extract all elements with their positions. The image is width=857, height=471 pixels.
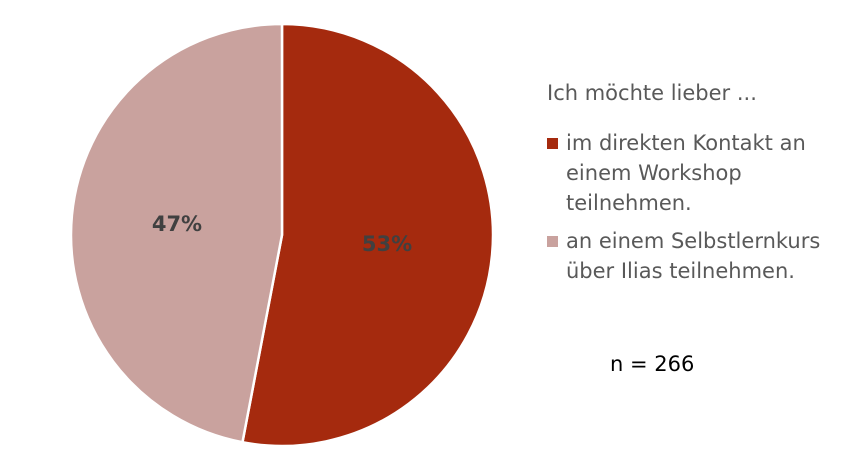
- legend-title: Ich möchte lieber ...: [547, 81, 757, 105]
- data-label: 53%: [362, 232, 412, 256]
- legend-label: an einem Selbstlernkurs über Ilias teiln…: [566, 229, 821, 283]
- legend: Ich möchte lieber ... im direkten Kontak…: [547, 78, 837, 286]
- chart: 53% 47%: [69, 22, 495, 448]
- legend-label: im direkten Kontakt an einem Workshop te…: [566, 131, 806, 215]
- data-label: 47%: [152, 212, 202, 236]
- legend-item: an einem Selbstlernkurs über Ilias teiln…: [547, 226, 837, 286]
- pie-slice: [241, 22, 495, 448]
- legend-swatch: [547, 138, 558, 149]
- legend-item: im direkten Kontakt an einem Workshop te…: [547, 128, 837, 218]
- pie-slice: [69, 22, 284, 444]
- legend-swatch: [547, 236, 558, 247]
- annotation: n = 266: [610, 352, 695, 376]
